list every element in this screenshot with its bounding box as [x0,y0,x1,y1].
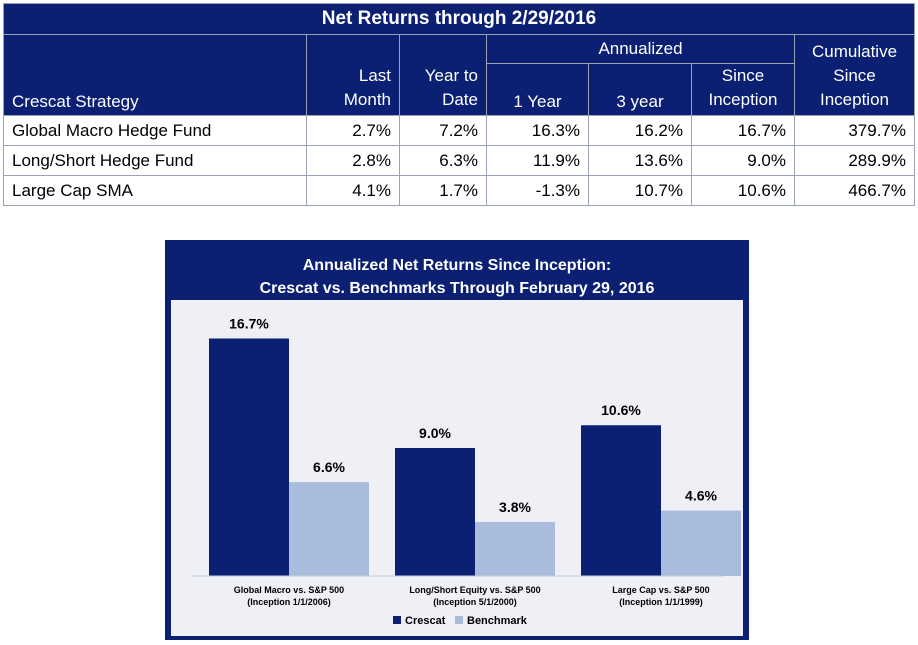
chart-panel: Annualized Net Returns Since Inception: … [165,240,749,640]
header-annualized: Annualized [486,34,795,64]
cell-one-year: 16.3% [486,115,589,146]
category-sublabel: (Inception 5/1/2000) [433,597,517,607]
header-since-inception: Since Inception [691,63,795,116]
cell-ytd: 7.2% [399,115,487,146]
cell-since-inception: 10.6% [691,175,795,206]
benchmark-legend-label: Benchmark [467,615,528,627]
header-since-inception-line2: Inception [708,90,778,109]
table-row: Global Macro Hedge Fund 2.7% 7.2% 16.3% … [3,115,916,146]
header-last-month: Last Month [306,34,400,116]
net-returns-table: Net Returns through 2/29/2016 Crescat St… [2,3,916,206]
cell-one-year: -1.3% [486,175,589,206]
cell-three-year: 16.2% [588,115,692,146]
header-since-inception-line1: Since [721,66,765,85]
cell-ytd: 1.7% [399,175,487,206]
cell-cumulative: 466.7% [793,175,916,206]
benchmark-legend-swatch [455,616,463,624]
crescat-bar [581,425,661,576]
crescat-legend-swatch [393,616,401,624]
table-title: Net Returns through 2/29/2016 [2,3,916,35]
bar-chart: 16.7% 6.6% Global Macro vs. S&P 500 (Incept… [191,315,741,627]
table-row: Large Cap SMA 4.1% 1.7% -1.3% 10.7% 10.6… [3,175,916,206]
benchmark-bar [289,482,369,576]
cell-three-year: 10.7% [588,175,692,206]
plot-area: 16.7% 6.6% Global Macro vs. S&P 500 (Incept… [171,300,743,636]
category-label: Long/Short Equity vs. S&P 500 [409,585,540,595]
header-last-month-line2: Month [343,90,391,109]
cell-last-month: 2.8% [306,145,400,176]
crescat-value-label: 9.0% [419,425,451,441]
cell-cumulative: 379.7% [793,115,916,146]
crescat-value-label: 16.7% [229,315,269,331]
header-strategy: Crescat Strategy [3,34,307,116]
header-ytd-line1: Year to [424,66,478,85]
chart-title-line1: Annualized Net Returns Since Inception: [302,257,612,274]
header-one-year: 1 Year [486,63,589,116]
cell-since-inception: 9.0% [691,145,795,176]
benchmark-bar [475,521,555,576]
cell-last-month: 4.1% [306,175,400,206]
header-cumulative-line1: Cumulative [811,42,898,61]
header-three-year: 3 year [588,63,692,116]
crescat-legend-label: Crescat [405,615,446,627]
cell-cumulative: 289.9% [793,145,916,176]
header-last-month-line1: Last [358,66,391,85]
cell-strategy: Large Cap SMA [3,175,307,206]
header-cumulative-line3: Inception [820,90,889,109]
category-sublabel: (Inception 1/1/1999) [619,597,703,607]
benchmark-value-label: 4.6% [685,488,717,504]
benchmark-value-label: 6.6% [313,459,345,475]
cell-last-month: 2.7% [306,115,400,146]
header-ytd-line2: Date [442,90,478,109]
header-cumulative: Cumulative Since Inception [793,34,916,116]
category-label: Global Macro vs. S&P 500 [234,585,344,595]
header-cumulative-line2: Since [833,66,876,85]
cell-strategy: Long/Short Hedge Fund [3,145,307,176]
benchmark-value-label: 3.8% [499,499,531,515]
chart-title-line2: Crescat vs. Benchmarks Through February … [259,280,655,297]
header-ytd: Year to Date [399,34,487,116]
crescat-bar [209,338,289,576]
category-label: Large Cap vs. S&P 500 [612,585,709,595]
crescat-bar [395,448,475,576]
chart-title: Annualized Net Returns Since Inception: … [165,254,749,300]
cell-three-year: 13.6% [588,145,692,176]
crescat-value-label: 10.6% [601,402,641,418]
cell-since-inception: 16.7% [691,115,795,146]
cell-one-year: 11.9% [486,145,589,176]
cell-strategy: Global Macro Hedge Fund [3,115,307,146]
cell-ytd: 6.3% [399,145,487,176]
category-sublabel: (Inception 1/1/2006) [247,597,331,607]
benchmark-bar [661,510,741,576]
table-row: Long/Short Hedge Fund 2.8% 6.3% 11.9% 13… [3,145,916,176]
